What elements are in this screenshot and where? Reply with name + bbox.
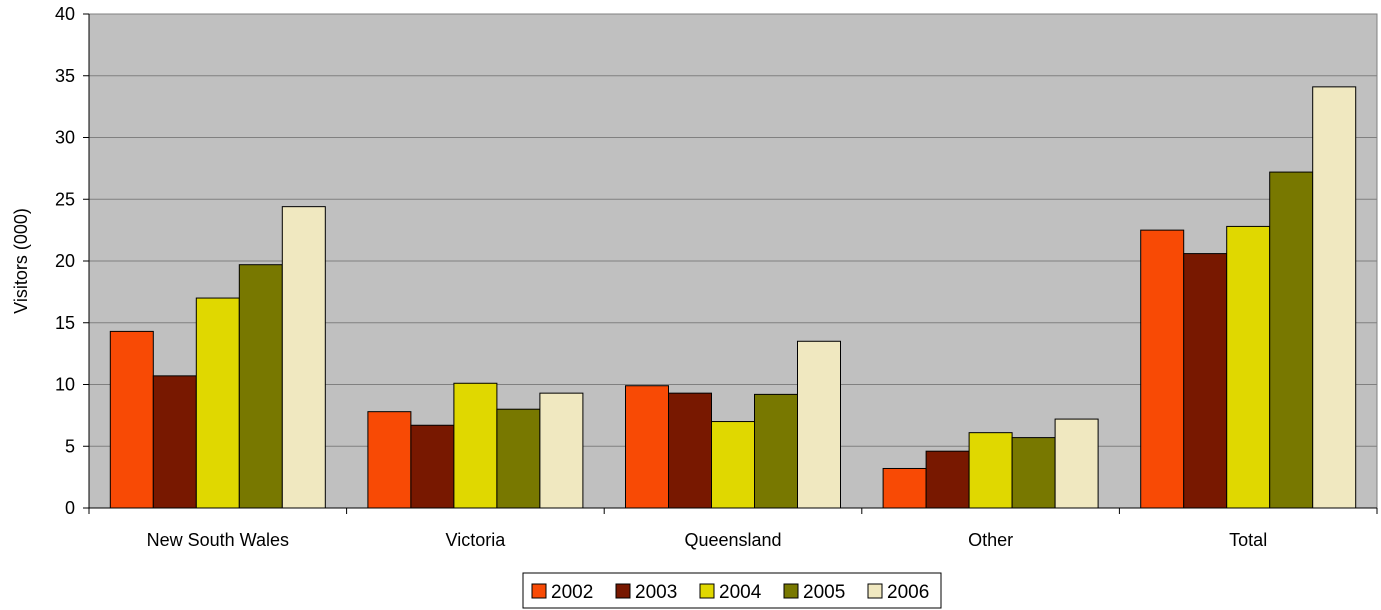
legend-label: 2003 (635, 582, 677, 603)
y-tick-label: 35 (55, 66, 75, 86)
y-tick-label: 40 (55, 4, 75, 24)
x-tick-label: Queensland (684, 530, 781, 550)
bar-2002 (1140, 229, 1185, 509)
bar-2002 (109, 330, 154, 509)
legend-swatch (867, 583, 883, 599)
y-tick-label: 10 (55, 375, 75, 395)
bar-2003 (668, 392, 712, 509)
bar-2003 (152, 375, 197, 509)
legend-swatch (531, 583, 547, 599)
bar-2004 (1226, 225, 1271, 509)
bars (109, 86, 1357, 509)
bar-2006 (797, 340, 841, 509)
legend-label: 2004 (719, 582, 762, 603)
bar-2002 (882, 467, 927, 509)
legend-items: 2002 2003 2004 2005 2006 (531, 582, 929, 603)
bar-2005 (496, 408, 541, 509)
bar-2005 (754, 393, 798, 509)
bar-2006 (539, 392, 584, 509)
bar-2003 (1183, 253, 1228, 509)
bar-2002 (367, 411, 412, 509)
bar-2003 (410, 424, 455, 509)
bar-2002 (625, 385, 669, 509)
bar-2004 (968, 432, 1013, 509)
bar-2006 (1054, 418, 1099, 509)
bar-2005 (1269, 171, 1314, 509)
x-tick-label: Victoria (446, 530, 507, 550)
y-tick-label: 20 (55, 251, 75, 271)
y-tick-label: 30 (55, 128, 75, 148)
bar-2006 (1312, 86, 1357, 509)
x-tick-label: New South Wales (147, 530, 289, 550)
legend-label: 2002 (551, 582, 593, 603)
y-tick-label: 0 (65, 498, 75, 518)
legend-swatch (783, 583, 799, 599)
legend: 2002 2003 2004 2005 2006 (522, 572, 942, 609)
legend-swatch (699, 583, 715, 599)
x-tick-label: Other (968, 530, 1013, 550)
bar-2005 (238, 264, 283, 509)
bar-2006 (281, 206, 326, 509)
bar-2005 (1011, 437, 1056, 509)
y-axis-label: Visitors (000) (11, 208, 31, 314)
x-tick-labels: New South Wales Victoria Queensland Other To… (147, 530, 1268, 550)
bar-2004 (711, 421, 755, 509)
bar-2004 (453, 382, 498, 509)
bar-2003 (925, 450, 970, 509)
legend-label: 2005 (803, 582, 845, 603)
y-tick-label: 25 (55, 189, 75, 209)
legend-label: 2006 (887, 582, 929, 603)
y-tick-label: 15 (55, 313, 75, 333)
bar-2004 (195, 297, 240, 509)
legend-swatch (615, 583, 631, 599)
x-tick-label: Total (1229, 530, 1267, 550)
y-tick-label: 5 (65, 436, 75, 456)
y-tick-labels: 0 5 10 15 20 25 30 35 40 (55, 4, 75, 518)
axes (83, 13, 1378, 514)
